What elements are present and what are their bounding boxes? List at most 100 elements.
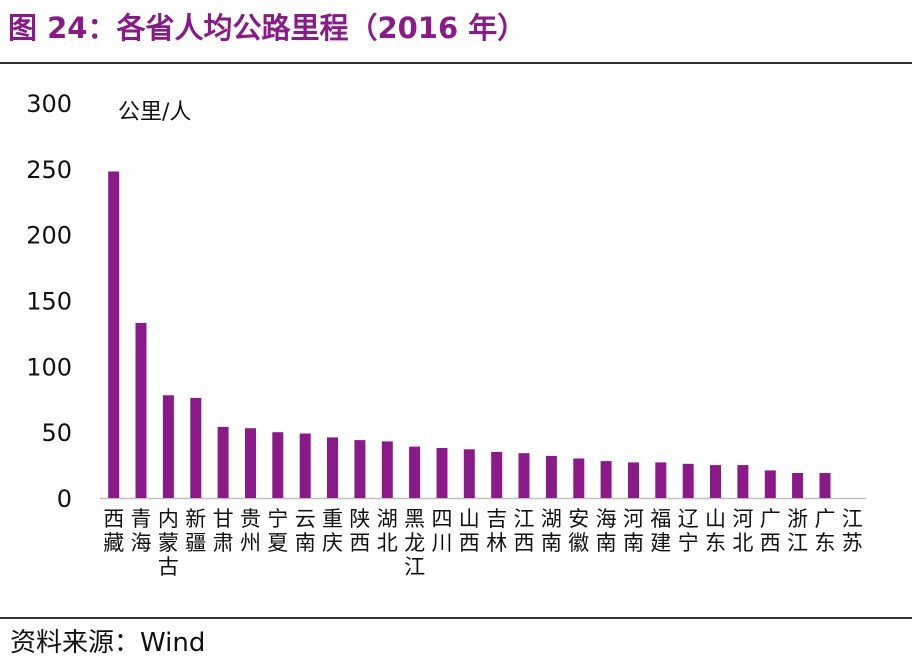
x-tick-label: 南: [295, 531, 316, 555]
bar: [463, 449, 475, 498]
x-tick-label: 北: [377, 531, 398, 555]
bar: [792, 473, 804, 498]
y-tick-label: 250: [26, 156, 72, 184]
bar: [190, 397, 202, 498]
x-tick-label: 宁: [678, 531, 699, 555]
bar: [710, 465, 721, 498]
y-axis-unit-label: 公里/人: [118, 100, 191, 125]
x-tick-label: 南: [623, 531, 644, 555]
x-tick-label: 庆: [322, 531, 343, 555]
x-tick-label: 青: [131, 507, 152, 531]
x-tick-label: 东: [705, 531, 726, 555]
bar: [600, 461, 612, 498]
x-tick-label: 湖: [541, 507, 562, 531]
bar: [655, 462, 667, 498]
bar: [628, 462, 639, 498]
x-tick-label: 陕: [349, 507, 370, 531]
bar: [436, 448, 448, 498]
bar: [737, 465, 749, 498]
y-axis-ticks: 0 50 100 150 200 250 300: [26, 90, 72, 513]
bar: [162, 395, 174, 498]
x-tick-label: 四: [432, 507, 453, 531]
bar: [299, 433, 311, 498]
top-divider: [0, 62, 912, 64]
x-tick-label: 江: [787, 531, 808, 555]
x-tick-label: 龙: [404, 531, 425, 555]
y-tick-label: 200: [26, 222, 72, 250]
bar: [354, 440, 366, 498]
x-tick-label: 黑: [404, 507, 425, 531]
bottom-divider: [0, 617, 912, 619]
x-tick-label: 苏: [842, 531, 863, 555]
x-tick-label: 西: [760, 531, 781, 555]
y-tick-label: 0: [57, 485, 72, 513]
y-tick-label: 300: [26, 90, 72, 118]
x-tick-label: 疆: [185, 531, 206, 555]
x-tick-label: 河: [623, 507, 644, 531]
x-tick-label: 肃: [213, 531, 234, 555]
x-tick-label: 林: [486, 531, 507, 555]
x-axis-labels: 西藏青海内蒙古新疆甘肃贵州宁夏云南重庆陕西湖北黑龙江四川山西吉林江西湖南安徽海南…: [103, 507, 863, 579]
bar: [327, 437, 338, 498]
y-tick-label: 100: [26, 353, 72, 381]
x-tick-label: 州: [240, 531, 261, 555]
x-tick-label: 蒙: [158, 531, 179, 555]
source-note: 资料来源：Wind: [10, 628, 206, 658]
x-tick-label: 海: [596, 507, 617, 531]
bar: [217, 426, 229, 498]
x-tick-label: 建: [650, 531, 671, 555]
x-tick-label: 古: [158, 555, 179, 579]
x-tick-label: 新: [185, 507, 206, 531]
bar: [682, 463, 694, 498]
bar: [573, 458, 585, 498]
x-tick-label: 安: [568, 507, 589, 531]
bar: [491, 451, 503, 498]
x-tick-label: 江: [514, 507, 535, 531]
x-tick-label: 南: [541, 531, 562, 555]
x-tick-label: 贵: [240, 507, 261, 531]
x-tick-label: 西: [103, 507, 124, 531]
x-tick-label: 江: [842, 507, 863, 531]
x-tick-label: 广: [760, 507, 781, 531]
bar: [819, 473, 831, 498]
x-tick-label: 山: [459, 507, 480, 531]
x-tick-label: 重: [322, 507, 343, 531]
x-tick-label: 河: [732, 507, 753, 531]
x-tick-label: 广: [815, 507, 836, 531]
x-tick-label: 西: [459, 531, 480, 555]
x-tick-label: 湖: [377, 507, 398, 531]
y-tick-label: 150: [26, 288, 72, 316]
x-tick-label: 浙: [787, 507, 808, 531]
bar: [409, 446, 421, 498]
x-tick-label: 东: [815, 531, 836, 555]
x-tick-label: 西: [349, 531, 370, 555]
bar: [518, 453, 530, 498]
x-tick-label: 吉: [486, 507, 507, 531]
x-tick-label: 徽: [568, 531, 589, 555]
x-tick-label: 内: [158, 507, 179, 531]
x-tick-label: 南: [596, 531, 617, 555]
bar: [108, 171, 120, 498]
chart-title: 图 24：各省人均公路里程（2016 年）: [8, 11, 527, 45]
bar: [545, 455, 557, 498]
x-tick-label: 川: [432, 531, 453, 555]
bar: [272, 432, 284, 498]
x-tick-label: 辽: [678, 507, 699, 531]
x-tick-label: 山: [705, 507, 726, 531]
x-tick-label: 甘: [213, 507, 234, 531]
y-tick-label: 50: [41, 419, 72, 447]
bar: [135, 322, 147, 498]
x-tick-label: 宁: [267, 507, 288, 531]
bar-series: [108, 171, 831, 498]
x-tick-label: 江: [404, 555, 425, 579]
bar: [764, 470, 776, 498]
x-tick-label: 藏: [103, 531, 124, 555]
x-tick-label: 福: [650, 507, 671, 531]
bar: [381, 441, 393, 498]
x-tick-label: 西: [514, 531, 535, 555]
x-tick-label: 云: [295, 507, 316, 531]
x-tick-label: 海: [131, 531, 152, 555]
x-tick-label: 北: [732, 531, 753, 555]
x-tick-label: 夏: [267, 531, 288, 555]
